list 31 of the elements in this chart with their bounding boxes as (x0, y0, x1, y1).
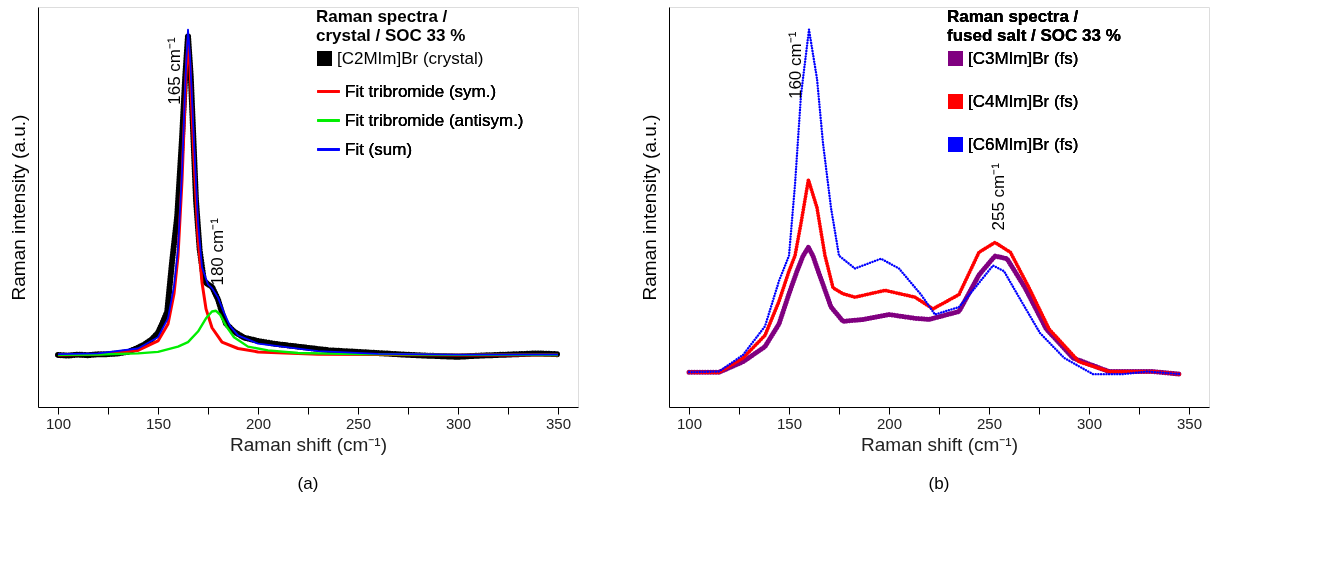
legend-title: Raman spectra / fused salt / SOC 33 % (947, 7, 1121, 45)
legend-label: Fit tribromide (antisym.) (345, 110, 524, 130)
annotation: 160 cm⁻¹ (786, 31, 805, 100)
x-tick-label: 200 (245, 414, 272, 432)
annotation: 180 cm⁻¹ (208, 217, 227, 286)
x-tick-label: 150 (145, 414, 172, 432)
legend-label: [C2MIm]Br (crystal) (337, 48, 484, 68)
legend-label: Fit tribromide (sym.) (345, 81, 497, 101)
legend-title: Raman spectra / crystal / SOC 33 % (316, 7, 466, 45)
x-tick-label: 350 (1176, 414, 1203, 432)
y-axis-title: Raman intensity (a.u.) (638, 114, 660, 301)
x-tick-label: 100 (45, 414, 72, 432)
x-tick-label: 250 (345, 414, 372, 432)
legend-label: [C4MIm]Br (fs) (968, 91, 1079, 111)
text: (b) (928, 474, 950, 493)
text: (a) (297, 474, 319, 493)
annotation: 255 cm⁻¹ (989, 162, 1008, 231)
x-tick-label: 150 (776, 414, 803, 432)
x-tick-label: 300 (445, 414, 472, 432)
y-axis-title: Raman intensity (a.u.) (7, 114, 29, 301)
legend-label: [C3MIm]Br (fs) (968, 48, 1079, 68)
x-tick-label: 350 (545, 414, 572, 432)
legend-label: Fit (sum) (345, 139, 413, 159)
x-axis-title: Raman shift (cm⁻¹) (861, 433, 1018, 455)
x-tick-label: 300 (1076, 414, 1103, 432)
x-tick-label: 200 (876, 414, 903, 432)
annotation: 165 cm⁻¹ (165, 36, 184, 105)
x-tick-label: 100 (676, 414, 703, 432)
legend-label: [C6MIm]Br (fs) (968, 134, 1079, 154)
x-tick-label: 250 (976, 414, 1003, 432)
x-axis-title: Raman shift (cm⁻¹) (230, 433, 387, 455)
